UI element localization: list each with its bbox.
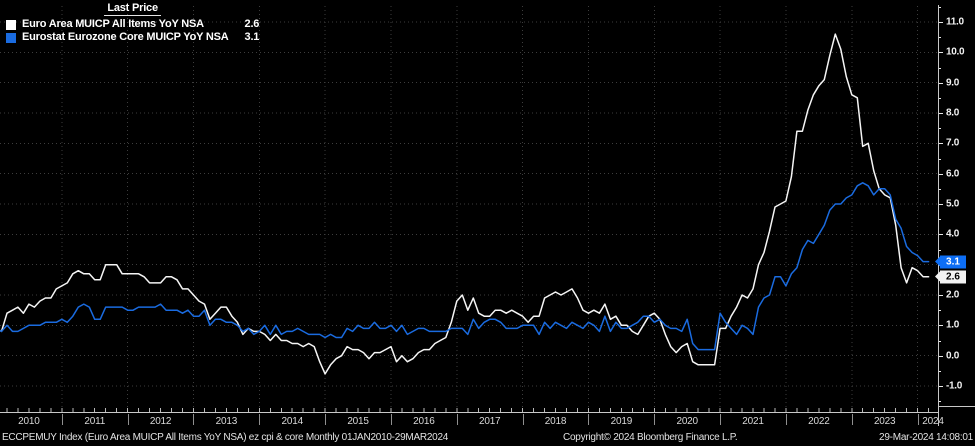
y-axis-tick [938,97,941,99]
timestamp: 29-Mar-2024 14:08:01 [879,432,973,443]
legend-title: Last Price [104,2,161,16]
y-axis-tick [938,143,943,145]
y-axis-tick [938,6,941,8]
x-axis-year-label: 2011 [84,416,106,427]
y-axis-label: 4.0 [946,228,960,240]
last-price-badge-core: 3.1 [935,255,966,269]
y-axis-tick [938,82,943,84]
y-axis-tick [938,325,943,327]
status-bar: ECCPEMUY Index (Euro Area MUICP All Item… [0,430,975,446]
year-separator-tick [654,414,656,425]
y-axis-label: 7.0 [946,137,960,149]
y-axis-tick [938,219,941,221]
year-separator-tick [917,414,919,425]
y-axis-tick [938,22,943,23]
y-axis-label: 11.0 [946,16,964,28]
y-axis-tick [938,370,941,372]
y-axis-tick [938,234,943,236]
year-separator-tick [588,414,590,425]
x-axis-year-label: 2022 [808,416,830,427]
year-separator-tick [720,414,722,425]
x-axis-year-label: 2020 [676,416,698,427]
y-axis-label: 1.0 [946,319,960,331]
y-axis-label: 2.0 [946,289,960,301]
y-axis-tick [938,249,941,251]
y-axis-label: 0.0 [946,350,960,362]
series-swatch-blue [6,32,16,43]
y-axis-label: 8.0 [946,107,960,119]
y-axis-tick [938,355,943,357]
y-axis-tick [938,401,941,403]
legend-series-label: Euro Area MUICP All Items YoY NSA [22,18,204,30]
y-axis-tick [938,386,943,387]
x-axis-year-label: 2024 [922,416,944,427]
x-axis-year-label: 2015 [347,416,369,427]
x-axis-year-label: 2012 [149,416,172,427]
y-axis-tick [938,128,941,130]
y-axis-tick [938,295,943,296]
y-axis-tick [938,340,941,342]
y-axis-tick [938,204,943,205]
x-axis-year-label: 2018 [544,416,567,427]
series-swatch-white [6,19,16,30]
y-axis-line [938,5,939,426]
y-axis-tick [938,113,943,114]
year-separator-tick [390,414,392,425]
chart-canvas[interactable] [0,0,938,414]
x-axis-year-label: 2013 [215,416,238,427]
y-axis-label: 6.0 [946,168,960,180]
legend-item-headline-cpi[interactable]: Euro Area MUICP All Items YoY NSA 2.6 [6,18,259,31]
x-axis-year-label: 2010 [18,416,40,427]
copyright-text: Copyright© 2024 Bloomberg Finance L.P. [563,432,738,443]
y-axis-tick [938,67,941,69]
x-axis-baseline [0,408,938,413]
y-axis-tick [938,52,943,54]
gridlines [0,6,938,412]
y-axis-tick [938,310,941,312]
ticker-description: ECCPEMUY Index (Euro Area MUICP All Item… [2,432,449,443]
x-axis-year-label: 2014 [281,416,303,427]
year-separator-tick [456,414,458,425]
y-axis-endcap [938,406,975,407]
y-axis-label: 9.0 [946,77,960,89]
y-axis-label: 10.0 [946,46,965,58]
y-axis-tick [938,188,941,190]
line-core-cpi [0,182,930,351]
x-axis-year-label: 2019 [610,416,633,427]
legend-series-value: 2.6 [244,18,260,30]
legend-item-core-cpi[interactable]: Eurostat Eurozone Core MUICP YoY NSA 3.1 [6,31,259,44]
y-axis-label: -1.0 [946,380,963,392]
x-axis: 2010 2011 2012 2013 2014 2015 2016 2017 2018 2019… [0,414,960,429]
last-price-badge-headline: 2.6 [935,270,966,284]
year-separator-tick [785,414,787,425]
x-axis-year-label: 2021 [742,416,764,427]
year-separator-tick [259,414,261,425]
year-separator-tick [127,414,129,425]
legend-series-label: Eurostat Eurozone Core MUICP YoY NSA [22,31,229,43]
legend-series-value: 3.1 [244,31,260,43]
chart-plot-area[interactable] [0,0,938,414]
y-axis-tick [938,173,943,175]
line-headline-cpi [0,33,930,375]
y-axis-tick [938,37,941,39]
year-separator-tick [325,414,327,425]
year-separator-tick [193,414,195,425]
y-axis-tick [938,158,941,160]
x-axis-year-label: 2016 [413,416,435,427]
chart-legend: Last Price Euro Area MUICP All Items YoY… [6,2,259,44]
y-axis: -1.00.01.02.03.04.05.06.07.08.09.010.011… [935,0,975,430]
x-axis-year-label: 2017 [478,416,501,427]
x-axis-year-label: 2023 [873,416,896,427]
y-axis-label: 5.0 [946,198,960,210]
year-separator-tick [61,414,63,425]
year-separator-tick [522,414,524,425]
year-separator-tick [851,414,853,425]
series-lines [0,33,930,375]
